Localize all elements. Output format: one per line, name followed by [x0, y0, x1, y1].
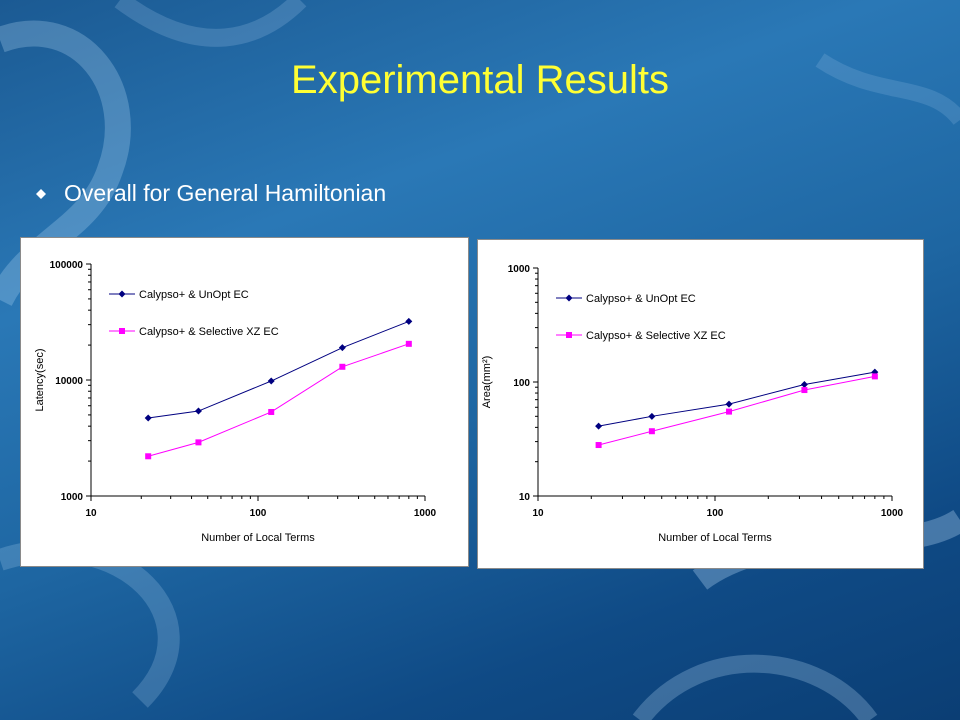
area-chart-panel: 10 100 1000 10 100 1000 Number of Local Terms A… — [477, 239, 924, 569]
latency-chart: 1000 10000 100000 10 100 1000 Number of Local … — [34, 260, 437, 544]
y-axis-title: Area(mm²) — [481, 356, 493, 409]
diamond-bullet-icon — [36, 188, 46, 199]
data-point-square — [648, 428, 655, 435]
legend-marker-square — [566, 332, 572, 338]
legend-label: Calypso+ & Selective XZ EC — [586, 330, 726, 342]
data-point-square — [339, 363, 346, 370]
y-tick-label: 10000 — [55, 376, 83, 387]
y-axis-title: Latency(sec) — [34, 349, 46, 412]
data-point-diamond — [405, 317, 413, 325]
x-tick-label: 10 — [85, 508, 97, 519]
legend-label: Calypso+ & UnOpt EC — [586, 293, 696, 305]
legend-marker-diamond — [565, 294, 573, 302]
slide-title: Experimental Results — [291, 58, 669, 102]
data-point-square — [195, 439, 202, 446]
data-point-square — [801, 387, 808, 394]
series-line-1 — [598, 375, 875, 446]
legend-label: Calypso+ & Selective XZ EC — [139, 326, 279, 338]
data-point-diamond — [267, 377, 275, 385]
data-point-square — [726, 408, 733, 415]
x-tick-label: 100 — [250, 508, 267, 519]
series-line-0 — [598, 371, 875, 427]
bullet-text: Overall for General Hamiltonian — [64, 180, 387, 206]
x-tick-label: 1000 — [414, 508, 437, 519]
legend-marker-square — [119, 328, 125, 334]
data-point-diamond — [800, 381, 808, 389]
x-tick-label: 100 — [707, 508, 724, 519]
bullet-item: Overall for General Hamiltonian — [36, 180, 386, 207]
data-point-square — [595, 442, 602, 449]
y-tick-label: 100 — [513, 378, 530, 389]
series-line-1 — [148, 343, 409, 457]
data-point-diamond — [595, 422, 603, 430]
x-axis-title: Number of Local Terms — [201, 532, 315, 544]
x-axis-title: Number of Local Terms — [658, 532, 772, 544]
data-point-square — [145, 453, 152, 460]
area-chart: 10 100 1000 10 100 1000 Number of Local Terms A… — [481, 264, 904, 544]
y-tick-label: 1000 — [508, 264, 531, 275]
data-point-diamond — [144, 414, 152, 422]
x-tick-label: 10 — [532, 508, 544, 519]
data-point-square — [268, 408, 275, 415]
legend-label: Calypso+ & UnOpt EC — [139, 289, 249, 301]
y-tick-label: 10 — [519, 492, 531, 503]
data-point-diamond — [194, 407, 202, 415]
legend-marker-diamond — [118, 290, 126, 298]
data-point-square — [405, 340, 412, 347]
y-tick-label: 1000 — [61, 492, 84, 503]
data-point-diamond — [648, 412, 656, 420]
data-point-diamond — [725, 400, 733, 408]
data-point-square — [871, 373, 878, 380]
y-tick-label: 100000 — [50, 260, 84, 271]
x-tick-label: 1000 — [881, 508, 904, 519]
data-point-diamond — [338, 344, 346, 352]
latency-chart-panel: 1000 10000 100000 10 100 1000 Number of Local … — [20, 237, 469, 567]
